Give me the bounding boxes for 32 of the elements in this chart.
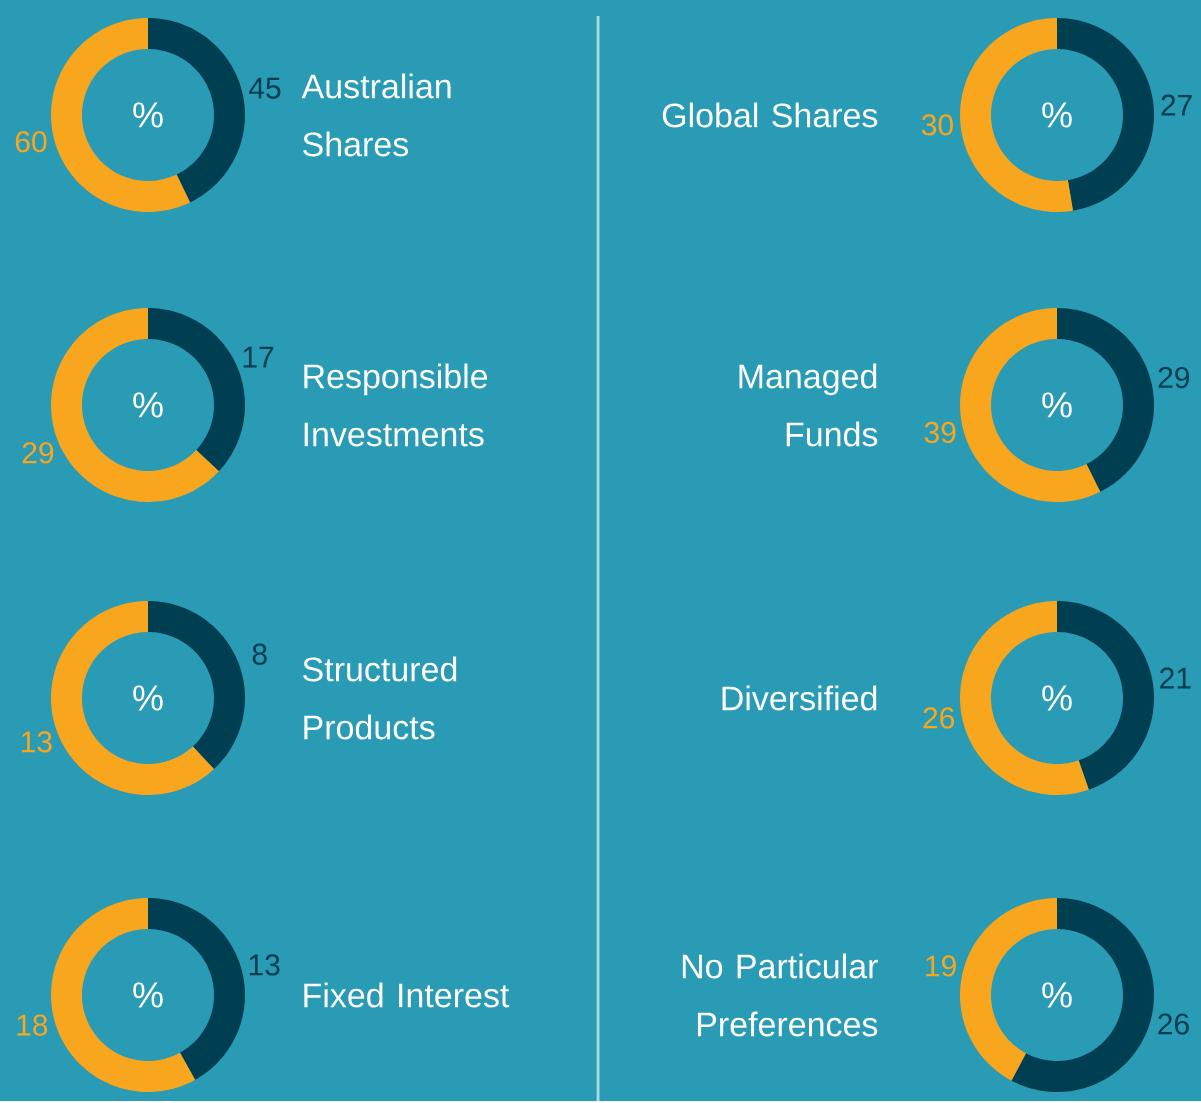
text: % [1042,392,1072,418]
data-label: 30 [921,114,953,136]
data-label: 45 [249,78,281,100]
data-label: 29 [22,442,54,464]
data-label: 21 [1160,667,1191,689]
text: No Particular Preferences [682,953,878,1037]
text: Diversified [722,685,877,711]
text: % [133,102,163,128]
data-label: 18 [17,1014,48,1036]
text: Managed Funds [739,363,878,447]
data-label: 19 [926,955,956,977]
text: Global Shares [662,102,878,128]
data-label: 27 [1161,94,1192,116]
data-label: 39 [924,422,956,444]
text: % [133,685,163,711]
data-label: 29 [1158,367,1190,389]
text: % [1042,685,1072,711]
text: Responsible Investments [304,363,488,447]
data-label: 60 [15,131,47,153]
data-label: 8 [252,643,267,666]
text: % [1042,982,1072,1008]
data-label: 17 [243,347,274,368]
data-label: 26 [1158,1013,1189,1035]
data-label: 13 [21,731,52,753]
data-label: 26 [923,707,955,729]
data-label: 13 [249,954,280,976]
text: % [133,392,163,418]
text: % [133,982,163,1008]
text: Fixed Interest [304,982,510,1008]
text: % [1042,102,1072,128]
text: Structured Products [303,656,457,740]
text: Australian Shares [301,73,451,157]
